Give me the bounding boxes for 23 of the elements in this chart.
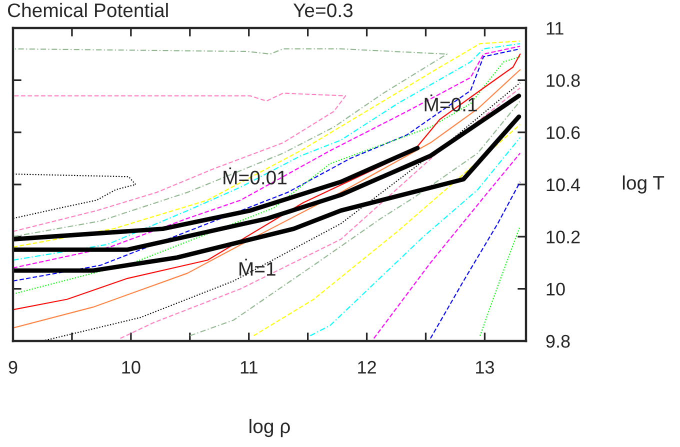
y-tick-label: 10	[546, 282, 565, 296]
line-series	[13, 92, 346, 232]
y-tick-label: 11	[546, 22, 564, 35]
y-tick-label: 10.2	[546, 230, 580, 244]
y-tick-label: 9.8	[546, 334, 570, 348]
x-tick-label: 13	[476, 360, 494, 374]
line-series	[373, 152, 521, 339]
line-series	[120, 87, 521, 339]
y-tick-label: 10.4	[546, 178, 580, 192]
x-tick-label: 9	[8, 360, 18, 374]
x-axis-title: log ρ	[250, 418, 290, 438]
line-series	[13, 174, 136, 219]
chart-title: Chemical Potential	[8, 2, 168, 18]
y-tick-label: 10.6	[546, 126, 580, 140]
y-axis-title: log T	[622, 175, 664, 194]
x-tick-label: 10	[122, 360, 140, 374]
x-tick-label: 11	[240, 361, 258, 374]
chart-subtitle: Ye=0.3	[293, 3, 353, 18]
x-tick-label: 12	[358, 360, 376, 374]
line-series	[13, 146, 420, 242]
line-series	[430, 181, 521, 339]
y-tick-label: 10.8	[546, 74, 580, 87]
line-series	[310, 136, 521, 336]
